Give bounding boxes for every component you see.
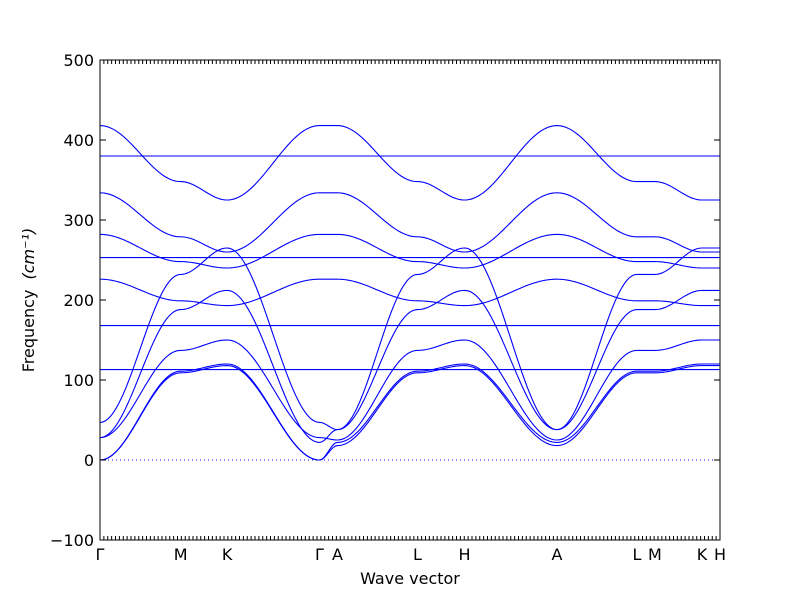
band-line-7 — [99, 278, 720, 307]
y-tick-label: 400 — [63, 131, 94, 150]
band-line-12 — [99, 125, 720, 201]
y-tick-label: 0 — [84, 451, 94, 470]
y-axis-label-unit: (cm⁻¹) — [19, 228, 38, 280]
band-line-10 — [99, 192, 720, 253]
band-line-2 — [99, 339, 720, 441]
x-axis-label: Wave vector — [360, 569, 460, 588]
x-tick-label-4: A — [332, 545, 343, 564]
band-line-0 — [99, 365, 720, 461]
y-tick-label: −100 — [50, 531, 94, 550]
x-tick-label-8: L — [632, 545, 641, 564]
x-tick-label-7: A — [551, 545, 562, 564]
y-axis-label: Frequency (cm⁻¹) — [19, 228, 38, 372]
x-tick-label-2: K — [222, 545, 233, 564]
x-tick-label-1: M — [174, 545, 188, 564]
band-line-4 — [99, 247, 720, 431]
y-tick-label: 300 — [63, 211, 94, 230]
x-tick-label-3: Γ — [315, 545, 324, 564]
band-line-3 — [99, 289, 720, 443]
x-tick-label-11: H — [714, 545, 726, 564]
y-tick-label: 100 — [63, 371, 94, 390]
band-line-1 — [99, 363, 720, 461]
x-tick-label-9: M — [648, 545, 662, 564]
y-axis-label-text: Frequency — [19, 290, 38, 373]
x-tick-label-6: H — [459, 545, 471, 564]
y-tick-label: 500 — [63, 51, 94, 70]
x-tick-label-10: K — [697, 545, 708, 564]
x-tick-label-5: L — [413, 545, 422, 564]
band-line-9 — [99, 233, 720, 269]
x-tick-label-0: Γ — [96, 545, 105, 564]
y-tick-label: 200 — [63, 291, 94, 310]
